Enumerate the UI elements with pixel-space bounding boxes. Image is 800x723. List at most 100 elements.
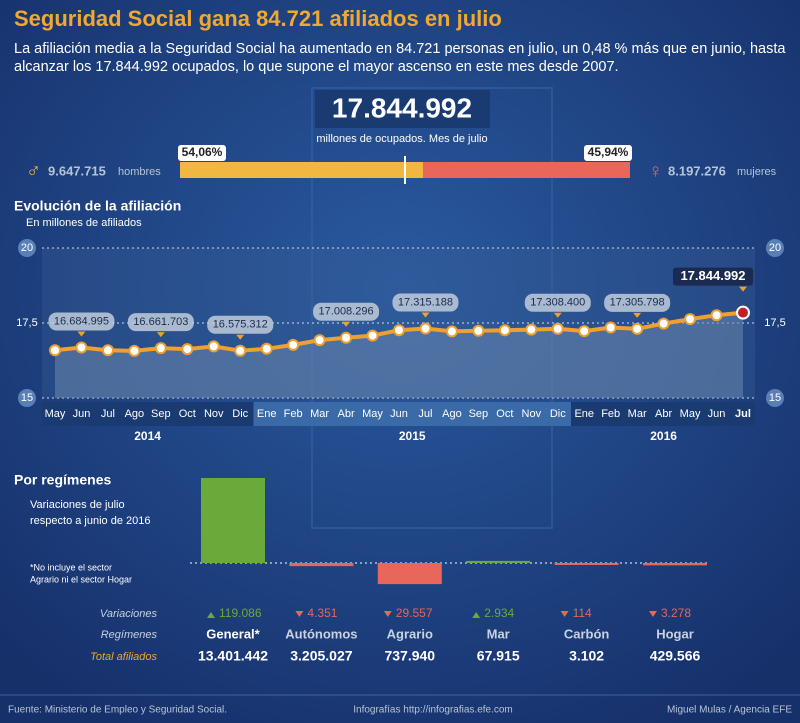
gender-bar xyxy=(180,162,424,178)
regime: Carbón xyxy=(564,626,610,641)
row-label: Total afiliados xyxy=(90,651,157,663)
section-subtitle: Variaciones de julio xyxy=(30,499,125,511)
label-box xyxy=(127,313,194,332)
year-label: 2014 xyxy=(134,429,161,443)
point xyxy=(340,331,353,344)
point xyxy=(551,322,564,335)
label-box xyxy=(178,145,226,161)
label-box xyxy=(524,293,591,312)
label-pointer xyxy=(236,334,245,340)
point xyxy=(631,322,644,335)
label-pointer xyxy=(739,286,747,292)
point xyxy=(287,338,300,351)
x-tick-label: Oct xyxy=(496,408,513,420)
label-pointer xyxy=(77,331,86,337)
women-label: mujeres xyxy=(737,166,777,178)
section-title: Evolución de la afiliación xyxy=(14,198,181,214)
x-tick-label: Nov xyxy=(522,408,542,420)
label-box xyxy=(584,145,632,161)
row-label: Regímenes xyxy=(101,629,158,641)
value-label: 17.305.798 xyxy=(610,297,665,309)
x-tick-label: Oct xyxy=(179,408,196,420)
area xyxy=(55,312,743,398)
point xyxy=(445,325,458,338)
x-tick-label: Feb xyxy=(601,408,620,420)
label-pointer xyxy=(633,312,642,318)
source: Fuente: Ministerio de Empleo y Seguridad… xyxy=(8,705,227,716)
x-tick-label: May xyxy=(362,408,383,420)
x-tick-label: Ago xyxy=(125,408,145,420)
point xyxy=(419,322,432,335)
tick-badge xyxy=(18,389,36,407)
trend-arrow xyxy=(207,612,215,618)
x-tick-label: Jul xyxy=(735,408,751,420)
variation: 4.351 xyxy=(307,606,337,620)
tick-badge xyxy=(766,239,784,257)
value-label: 16.661.703 xyxy=(133,316,188,328)
point xyxy=(234,344,247,357)
row-label: Variaciones xyxy=(100,608,158,620)
point xyxy=(498,324,511,337)
x-tick-label: Ene xyxy=(257,408,277,420)
axis-band xyxy=(42,402,254,426)
section-title: Por regímenes xyxy=(14,472,111,488)
x-tick-label: May xyxy=(680,408,701,420)
year-label: 2016 xyxy=(650,429,677,443)
x-tick-label: Ene xyxy=(574,408,594,420)
x-tick-label: Mar xyxy=(628,408,647,420)
trend-arrow xyxy=(649,611,657,617)
label-box xyxy=(48,312,115,331)
highlight-caption: millones de ocupados. Mes de julio xyxy=(316,133,487,145)
value-label: 16.575.312 xyxy=(213,319,268,331)
label-box xyxy=(313,302,380,321)
x-tick-label: Nov xyxy=(204,408,224,420)
site: Infografías http://infografias.efe.com xyxy=(353,705,513,716)
variation: 114 xyxy=(573,606,592,620)
bar xyxy=(554,563,619,565)
gender-label: 54,06% xyxy=(182,145,223,159)
women-count: 8.197.276 xyxy=(668,163,726,178)
point xyxy=(260,342,273,355)
total: 429.566 xyxy=(650,648,701,664)
point xyxy=(49,344,61,357)
point xyxy=(736,305,750,320)
axis-band xyxy=(571,402,755,426)
x-tick-label: Jun xyxy=(390,408,408,420)
trend-arrow xyxy=(383,611,392,617)
variation: 119.086 xyxy=(219,606,262,620)
x-tick-label: Sep xyxy=(151,408,171,420)
x-tick-label: Dic xyxy=(232,408,248,420)
section-subtitle: respecto a junio de 2016 xyxy=(30,515,150,527)
variation: 2.934 xyxy=(484,606,514,620)
x-tick-label: Mar xyxy=(310,408,329,420)
value-label: 16.684.995 xyxy=(54,315,109,327)
tick-badge xyxy=(18,239,36,257)
point xyxy=(313,334,326,347)
x-tick-label: Ago xyxy=(442,408,462,420)
point xyxy=(604,321,617,334)
point xyxy=(366,329,379,342)
men-count: 9.647.715 xyxy=(48,163,106,178)
label-box xyxy=(207,315,274,334)
label-pointer xyxy=(156,332,165,338)
x-tick-label: Abr xyxy=(338,408,355,420)
regime: Autónomos xyxy=(285,626,357,641)
bar xyxy=(643,563,707,566)
total: 67.915 xyxy=(477,648,520,664)
point xyxy=(154,342,167,355)
label-pointer xyxy=(553,312,562,318)
bar xyxy=(377,563,442,585)
bar xyxy=(201,478,265,563)
x-tick-label: Jul xyxy=(101,408,115,420)
total: 13.401.442 xyxy=(198,648,268,664)
women-icon: ♀ xyxy=(648,160,663,182)
trend-arrow xyxy=(560,611,569,617)
tick-badge xyxy=(766,389,784,407)
label-pointer xyxy=(342,321,351,327)
point xyxy=(393,324,405,337)
section-subtitle: En millones de afiliados xyxy=(26,217,142,229)
bar xyxy=(466,560,531,563)
note: *No incluye el sector xyxy=(30,562,112,572)
subtitle: alcanzar los 17.844.992 ocupados, lo que… xyxy=(14,59,619,75)
